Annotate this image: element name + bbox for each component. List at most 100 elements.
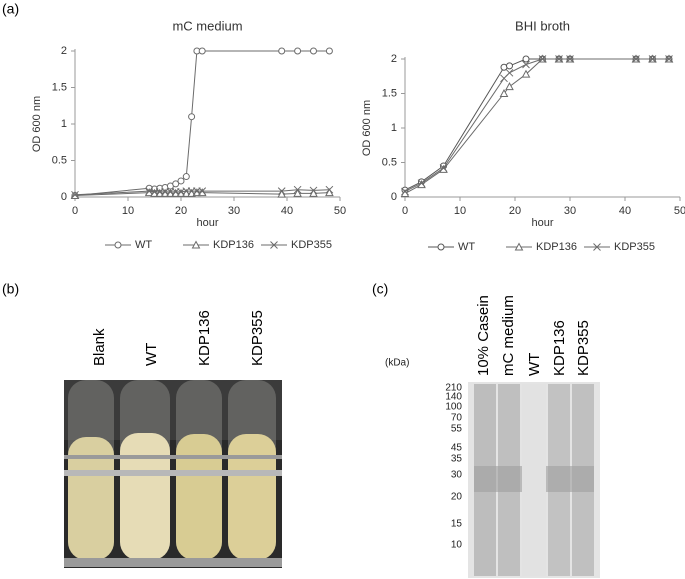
marker: [293, 188, 302, 197]
x-tick-label: 10: [122, 205, 134, 217]
marker: [437, 243, 445, 251]
y-tick-label: 2: [391, 53, 397, 65]
x-tick-label: 0: [402, 205, 408, 217]
marker: [172, 180, 180, 188]
panel-label: (b): [2, 281, 19, 297]
series-line: [74, 50, 330, 197]
x-tick-label: 50: [674, 205, 685, 217]
marker: [325, 47, 333, 55]
series-line: [404, 58, 669, 192]
chart-title: mC medium: [172, 18, 242, 33]
marker-label: 45: [451, 443, 463, 454]
marker: [401, 187, 409, 196]
x-tick-label: 40: [619, 205, 631, 217]
marker: [439, 164, 448, 172]
x-tick-label: 50: [334, 205, 346, 217]
legend-label: WT: [135, 239, 152, 251]
marker: [632, 55, 640, 63]
marker: [514, 242, 524, 251]
marker-label: 15: [451, 519, 463, 530]
marker: [71, 190, 79, 199]
lane-label: WT: [526, 353, 543, 376]
lane-label: mC medium: [500, 295, 517, 376]
marker: [417, 179, 426, 188]
y-tick-label: 0.5: [382, 156, 397, 168]
gel-image: [468, 382, 600, 578]
marker: [506, 62, 513, 70]
legend-label: KDP355: [291, 239, 332, 251]
marker: [278, 47, 286, 55]
y-tick-label: 2: [61, 45, 67, 57]
gel-unit: (kDa): [385, 358, 409, 369]
lane-label: 10% Casein: [475, 295, 492, 376]
lane-label: KDP136: [551, 320, 568, 376]
x-tick-label: 30: [228, 205, 240, 217]
marker: [521, 69, 531, 78]
panel-label: (c): [372, 281, 388, 297]
marker: [114, 241, 122, 249]
marker: [566, 55, 574, 63]
marker: [198, 47, 206, 55]
marker: [505, 82, 514, 91]
y-tick-label: 1: [61, 118, 67, 130]
marker: [325, 188, 334, 197]
marker: [648, 55, 657, 63]
marker: [522, 55, 530, 63]
y-tick-label: 1: [391, 122, 397, 134]
tube-label: WT: [143, 343, 160, 366]
tube-photo: [64, 380, 282, 568]
marker: [309, 188, 318, 197]
x-axis-label: hour: [196, 217, 218, 229]
legend-label: KDP136: [213, 239, 254, 251]
marker-label: 35: [451, 454, 463, 465]
y-tick-label: 0.5: [52, 154, 67, 166]
marker: [177, 177, 185, 185]
marker-label: 55: [451, 424, 463, 435]
marker: [522, 60, 530, 69]
tube-label: Blank: [91, 328, 108, 366]
tube-label: KDP355: [249, 310, 266, 366]
marker: [325, 185, 334, 194]
x-tick-label: 40: [281, 205, 293, 217]
y-axis-label: OD 600 nm: [31, 96, 43, 152]
marker-label: 100: [445, 402, 462, 413]
series-line: [404, 58, 669, 194]
y-tick-label: 0: [391, 191, 397, 203]
marker: [182, 173, 190, 181]
series-line: [74, 189, 330, 196]
marker: [191, 240, 201, 249]
marker-label: 30: [451, 470, 463, 481]
marker: [593, 243, 601, 251]
x-tick-label: 20: [175, 205, 187, 217]
y-tick-label: 1.5: [382, 87, 397, 99]
legend-label: KDP136: [536, 241, 577, 253]
marker-label: 210: [445, 383, 462, 394]
marker: [505, 68, 514, 77]
marker: [198, 187, 207, 196]
marker: [665, 55, 673, 63]
marker: [499, 88, 509, 97]
legend-label: KDP355: [614, 241, 655, 253]
marker: [538, 55, 547, 63]
lane-label: KDP355: [575, 320, 592, 376]
x-axis-label: hour: [531, 217, 553, 229]
y-axis-label: OD 600 nm: [361, 100, 373, 156]
marker: [270, 241, 278, 249]
marker-label: 10: [451, 540, 463, 551]
y-tick-label: 1.5: [52, 81, 67, 93]
chart-title: BHI broth: [515, 18, 570, 33]
marker: [555, 55, 563, 63]
marker: [294, 47, 302, 55]
marker: [293, 185, 302, 194]
marker: [188, 113, 196, 121]
x-tick-label: 20: [509, 205, 521, 217]
y-tick-label: 0: [61, 191, 67, 203]
x-tick-label: 0: [72, 205, 78, 217]
marker: [310, 47, 317, 55]
marker: [309, 186, 318, 195]
panel-label: (a): [2, 1, 19, 17]
x-tick-label: 30: [564, 205, 576, 217]
tube-label: KDP136: [196, 310, 213, 366]
marker-label: 20: [451, 492, 463, 503]
legend-label: WT: [458, 241, 475, 253]
